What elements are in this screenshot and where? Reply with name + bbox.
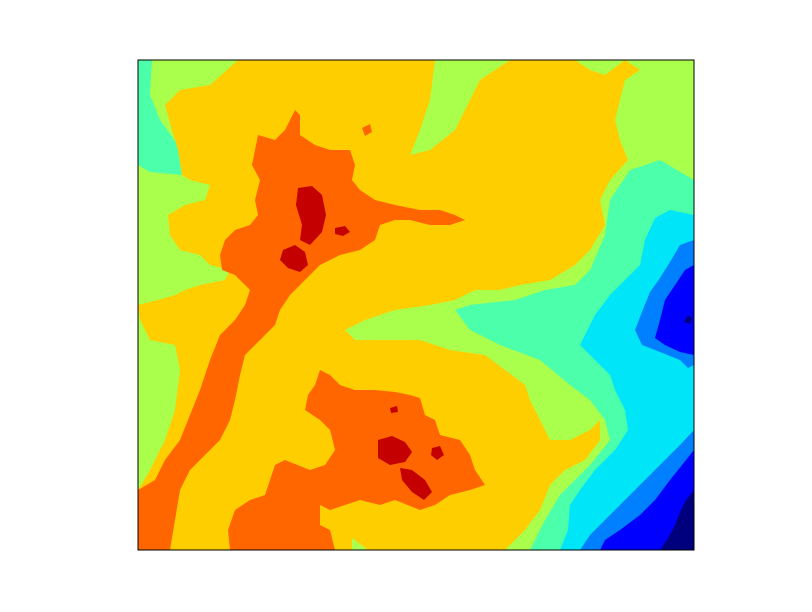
- contour-level-8-peak-e: [400, 468, 432, 500]
- contour-fills: [138, 60, 694, 550]
- axes-frame: [137, 59, 695, 551]
- contour-level-7-lower: [228, 370, 485, 550]
- contour-level-1: [600, 265, 694, 550]
- contour-level-0: [660, 315, 694, 550]
- contour-level-8-peak-d: [378, 436, 412, 465]
- contour-level-4-left: [138, 60, 182, 175]
- contour-level-8-peak-c: [335, 226, 350, 236]
- contour-level-8-peak-b: [280, 245, 308, 272]
- contour-level-8-peak-f: [431, 446, 444, 460]
- contour-level-8-peak-a: [296, 186, 326, 245]
- contour-level-7-upper: [138, 110, 465, 550]
- contour-level-6-island: [362, 124, 372, 136]
- contour-level-8-peak-g: [390, 406, 398, 413]
